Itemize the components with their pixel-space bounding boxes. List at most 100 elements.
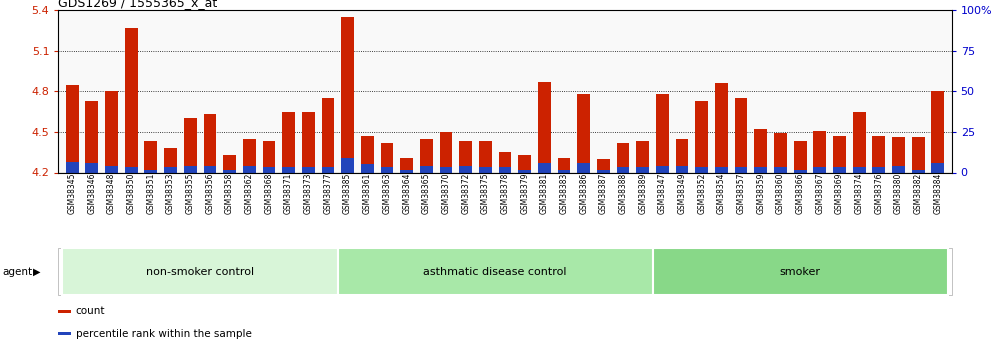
Text: GSM38353: GSM38353 [166, 172, 175, 214]
Text: GSM38379: GSM38379 [521, 172, 530, 214]
Bar [853, 112, 866, 172]
Text: GSM38347: GSM38347 [658, 172, 667, 214]
Bar [814, 131, 826, 172]
Bar [341, 17, 354, 172]
Text: GSM38368: GSM38368 [265, 172, 274, 214]
Text: GSM38373: GSM38373 [304, 172, 313, 214]
Bar [361, 165, 374, 172]
Text: GSM38382: GSM38382 [913, 172, 922, 214]
Bar [636, 141, 650, 172]
Text: GSM38362: GSM38362 [245, 172, 254, 214]
Bar [653, 248, 948, 295]
Bar [65, 85, 79, 172]
Bar [498, 152, 512, 172]
Bar [243, 139, 256, 172]
Bar [616, 167, 629, 172]
Bar [558, 158, 570, 172]
Bar [696, 101, 708, 172]
Bar [814, 167, 826, 172]
Bar [400, 170, 413, 172]
Bar [58, 333, 71, 335]
Text: GSM38370: GSM38370 [441, 172, 450, 214]
Bar [872, 136, 885, 172]
Text: GSM38369: GSM38369 [835, 172, 844, 214]
Bar [911, 170, 924, 172]
Bar [341, 158, 354, 172]
Text: GSM38350: GSM38350 [127, 172, 136, 214]
Bar [184, 166, 196, 172]
Bar [774, 133, 786, 172]
Text: GSM38357: GSM38357 [736, 172, 745, 214]
Bar [381, 167, 394, 172]
Text: GSM38383: GSM38383 [560, 172, 569, 214]
Text: GSM38378: GSM38378 [500, 172, 510, 214]
Text: GSM38387: GSM38387 [599, 172, 608, 214]
Bar [519, 170, 531, 172]
Text: GSM38371: GSM38371 [284, 172, 293, 214]
Bar [86, 101, 99, 172]
Text: GSM38386: GSM38386 [579, 172, 588, 214]
Bar [538, 82, 551, 172]
Bar [459, 166, 472, 172]
Bar [440, 167, 452, 172]
Bar [263, 167, 275, 172]
Bar [597, 170, 610, 172]
Bar [676, 166, 689, 172]
Text: GSM38355: GSM38355 [185, 172, 194, 214]
Bar [774, 167, 786, 172]
Text: GSM38364: GSM38364 [402, 172, 411, 214]
Bar [911, 137, 924, 172]
Bar [164, 167, 177, 172]
Bar [696, 167, 708, 172]
Text: GSM38360: GSM38360 [776, 172, 784, 214]
Bar [676, 139, 689, 172]
Text: GSM38380: GSM38380 [894, 172, 903, 214]
Text: GSM38389: GSM38389 [638, 172, 648, 214]
Text: GSM38374: GSM38374 [855, 172, 864, 214]
Text: GSM38358: GSM38358 [226, 172, 234, 214]
Bar [203, 115, 217, 172]
Text: GSM38361: GSM38361 [363, 172, 372, 214]
Bar [337, 248, 653, 295]
Text: count: count [76, 306, 105, 316]
Text: GDS1269 / 1555365_x_at: GDS1269 / 1555365_x_at [58, 0, 218, 9]
Bar [931, 163, 945, 172]
Bar [420, 166, 433, 172]
Bar [459, 141, 472, 172]
Bar [715, 83, 728, 172]
Bar [125, 28, 138, 172]
Bar [62, 248, 337, 295]
Bar [282, 167, 295, 172]
Bar [794, 141, 807, 172]
Bar [361, 136, 374, 172]
Bar [636, 167, 650, 172]
Bar [105, 91, 118, 172]
Text: GSM38351: GSM38351 [146, 172, 155, 214]
Bar [479, 167, 491, 172]
Bar [794, 170, 807, 172]
Bar [302, 167, 314, 172]
Bar [440, 132, 452, 172]
Bar [735, 98, 747, 172]
Bar [892, 166, 905, 172]
Bar [243, 166, 256, 172]
Bar [86, 163, 99, 172]
Text: GSM38388: GSM38388 [618, 172, 627, 214]
Bar [538, 163, 551, 172]
Bar [263, 141, 275, 172]
Text: GSM38366: GSM38366 [796, 172, 805, 214]
Bar [144, 141, 157, 172]
Bar [420, 139, 433, 172]
Text: GSM38381: GSM38381 [540, 172, 549, 214]
Text: GSM38359: GSM38359 [756, 172, 765, 214]
Bar [65, 162, 79, 172]
Bar [558, 170, 570, 172]
Text: ▶: ▶ [33, 267, 40, 277]
Bar [144, 170, 157, 172]
Text: GSM38346: GSM38346 [88, 172, 97, 214]
Bar [833, 136, 846, 172]
Text: smoker: smoker [779, 267, 821, 277]
Text: GSM38363: GSM38363 [383, 172, 392, 214]
Bar [203, 166, 217, 172]
Bar [302, 112, 314, 172]
